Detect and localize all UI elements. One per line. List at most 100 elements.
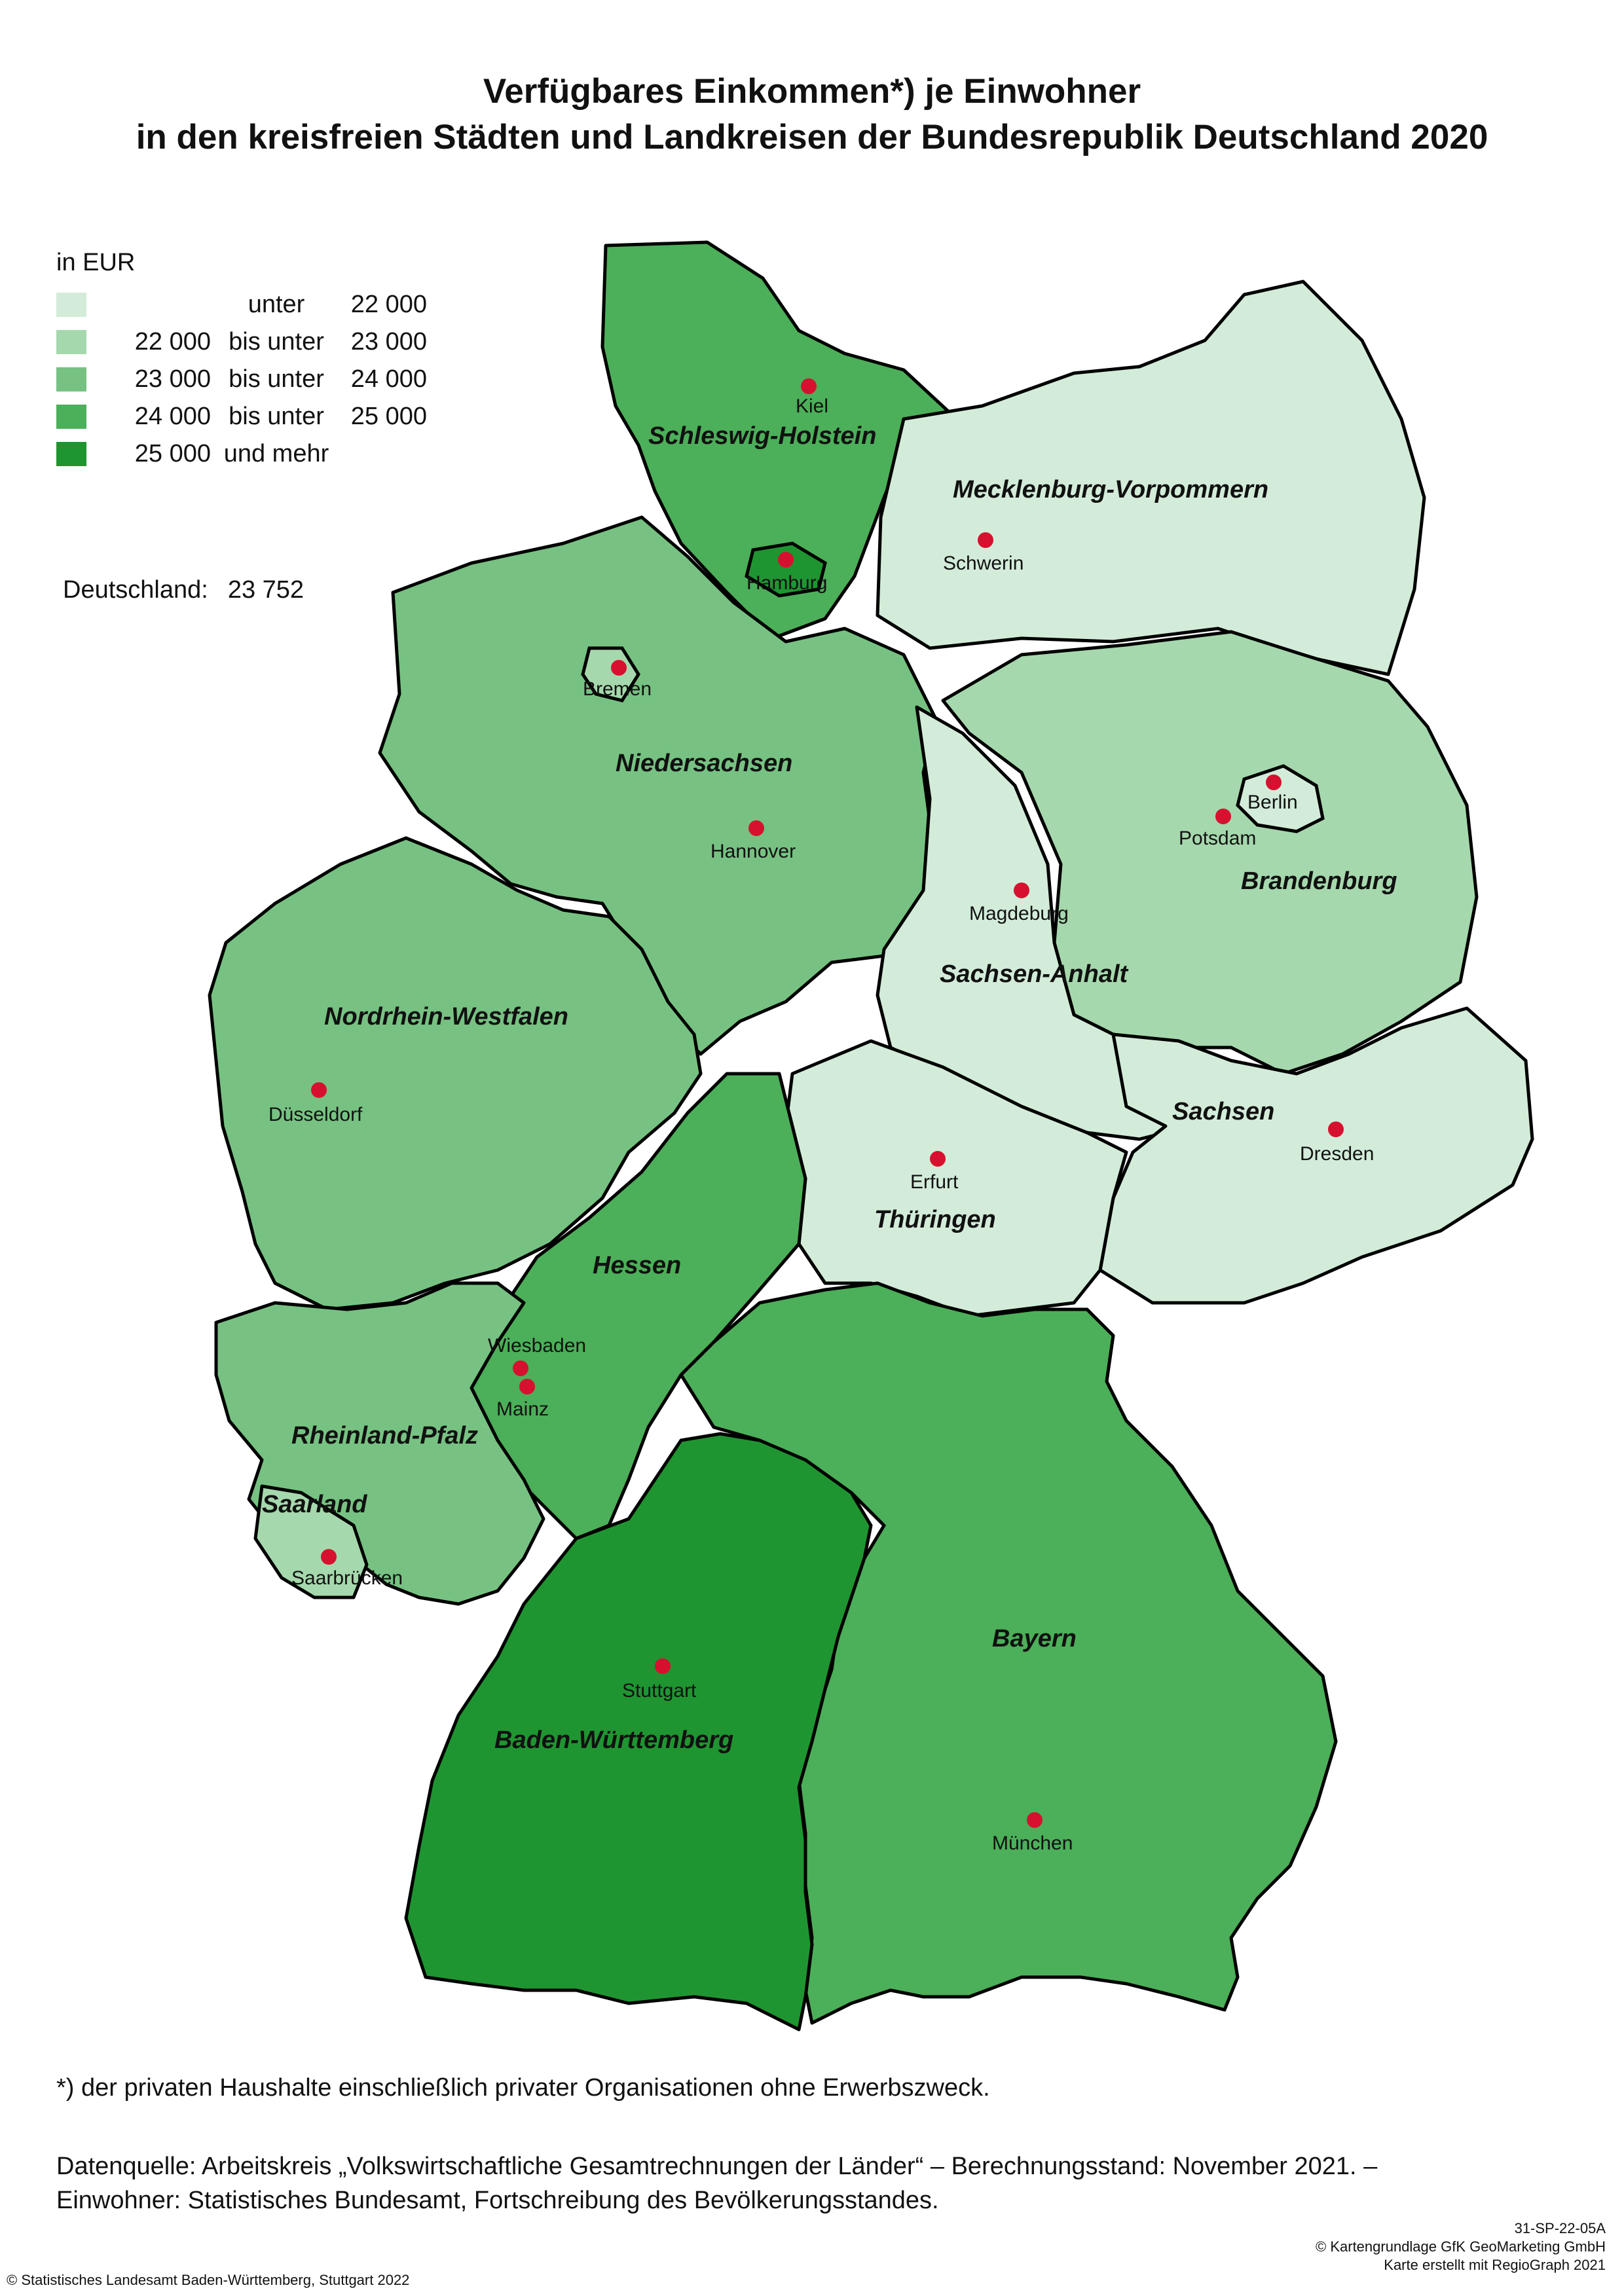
state-region-schleswig-holstein <box>600 240 951 640</box>
city-dot <box>930 1151 946 1167</box>
legend-to: 23 000 <box>350 328 427 355</box>
city-dot <box>1328 1121 1344 1137</box>
city-dot <box>513 1360 528 1376</box>
legend-swatch <box>56 367 86 392</box>
city-label: Kiel <box>796 395 828 417</box>
state-region-niedersachsen <box>378 515 938 1056</box>
legend-connector: bis unter <box>229 328 324 355</box>
city-label: Dresden <box>1300 1143 1374 1165</box>
city-dusseldorf[interactable]: Düsseldorf <box>268 1082 363 1125</box>
city-dot <box>978 532 993 548</box>
state-label: Nordrhein-Westfalen <box>324 1003 568 1030</box>
legend-row: 25 000 und mehr <box>56 435 427 473</box>
city-munchen[interactable]: München <box>992 1812 1073 1854</box>
footnote: *) der privaten Haushalte einschließlich… <box>56 2074 990 2102</box>
city-label: Düsseldorf <box>268 1104 363 1125</box>
city-potsdam[interactable]: Potsdam <box>1179 809 1256 849</box>
copyright-publisher: © Statistisches Landesamt Baden-Württemb… <box>7 2272 410 2288</box>
city-magdeburg[interactable]: Magdeburg <box>969 883 1069 924</box>
berlin-region-outline <box>1236 764 1325 833</box>
legend-to: 24 000 <box>350 365 427 393</box>
state-label: Schleswig-Holstein <box>648 422 876 450</box>
legend-from: 25 000 <box>134 440 211 467</box>
city-berlin[interactable]: Berlin <box>1247 774 1298 813</box>
city-mainz[interactable]: Mainz <box>496 1379 549 1420</box>
city-kiel[interactable]: Kiel <box>796 378 828 417</box>
legend-to: 25 000 <box>350 403 427 430</box>
city-dot <box>801 378 817 394</box>
legend-connector: bis unter <box>229 403 324 430</box>
city-label: Bremen <box>583 678 652 700</box>
state-region-saarland <box>253 1484 369 1599</box>
national-average: Deutschland: 23 752 <box>63 576 304 604</box>
state-label: Rheinland-Pfalz <box>291 1422 478 1449</box>
legend-connector: unter <box>248 291 305 318</box>
city-dot <box>1027 1812 1043 1828</box>
legend-connector: und mehr <box>223 440 329 467</box>
hamburg-region-outline <box>745 541 827 598</box>
city-dot <box>311 1082 327 1098</box>
state-region-mecklenburg-vorpommern <box>876 280 1426 676</box>
city-label: Magdeburg <box>969 903 1069 924</box>
national-label: Deutschland: <box>63 576 208 604</box>
software-credit: Karte erstellt mit RegioGraph 2021 <box>1384 2257 1606 2273</box>
city-label: Hannover <box>710 841 796 862</box>
city-schwerin[interactable]: Schwerin <box>943 532 1024 574</box>
state-label: Mecklenburg-Vorpommern <box>953 476 1268 503</box>
city-saarbrucken[interactable]: Saarbrücken <box>291 1549 403 1589</box>
city-hannover[interactable]: Hannover <box>710 820 796 862</box>
city-wiesbaden[interactable]: Wiesbaden <box>488 1335 586 1376</box>
city-label: Potsdam <box>1179 828 1256 849</box>
city-dot <box>655 1658 671 1674</box>
state-label: Brandenburg <box>1241 867 1397 895</box>
legend-from: 22 000 <box>134 328 211 355</box>
city-dot <box>1014 883 1029 898</box>
state-label: Bayern <box>992 1625 1077 1652</box>
legend-from: 24 000 <box>134 403 211 430</box>
city-dot <box>778 552 794 568</box>
city-dresden[interactable]: Dresden <box>1300 1121 1374 1165</box>
state-region-bayern <box>679 1281 1338 2025</box>
state-regions <box>208 240 1534 2032</box>
city-label: Hamburg <box>747 572 827 594</box>
state-label: Sachsen <box>1172 1098 1274 1125</box>
title-line-2: in den kreisfreien Städten und Landkreis… <box>136 118 1488 156</box>
city-label: Saarbrücken <box>291 1567 403 1589</box>
source-line-2: Einwohner: Statistisches Bundesamt, Fort… <box>56 2187 939 2214</box>
city-label: Erfurt <box>910 1171 959 1193</box>
basemap-credit: © Kartengrundlage GfK GeoMarketing GmbH <box>1316 2238 1606 2255</box>
city-dot <box>748 820 764 836</box>
map-code: 31-SP-22-05A <box>1514 2220 1606 2236</box>
city-dot <box>1215 809 1231 824</box>
state-label: Sachsen-Anhalt <box>940 960 1129 988</box>
state-region-sachsen <box>1098 1006 1534 1305</box>
state-region-nordrhein-westfalen <box>208 836 703 1311</box>
source-line-1: Datenquelle: Arbeitskreis „Volkswirtscha… <box>56 2153 1378 2180</box>
legend-unit: in EUR <box>56 249 136 276</box>
city-label: München <box>992 1832 1073 1854</box>
state-region-brandenburg <box>941 630 1479 1076</box>
city-ring-borders <box>581 541 1325 833</box>
state-region-baden-wurttemberg <box>404 1432 873 2032</box>
legend-swatch <box>56 330 86 354</box>
city-label: Mainz <box>496 1398 549 1420</box>
city-label: Berlin <box>1247 792 1298 813</box>
legend-to: 22 000 <box>350 291 427 318</box>
copyright-credits: 31-SP-22-05A © Kartengrundlage GfK GeoMa… <box>1316 2219 1606 2274</box>
city-stuttgart[interactable]: Stuttgart <box>622 1658 697 1702</box>
legend-swatch <box>56 293 86 317</box>
city-dot <box>519 1379 535 1394</box>
state-label: Baden-Württemberg <box>494 1726 733 1754</box>
title-line-1: Verfügbares Einkommen*) je Einwohner <box>483 72 1141 111</box>
city-bremen[interactable]: Bremen <box>583 660 652 700</box>
state-label: Saarland <box>262 1491 367 1518</box>
state-label: Niedersachsen <box>616 750 792 777</box>
city-erfurt[interactable]: Erfurt <box>910 1151 959 1193</box>
legend-row: unter 22 000 <box>56 286 427 323</box>
city-hamburg[interactable]: Hamburg <box>747 552 827 594</box>
legend-swatch <box>56 405 86 429</box>
city-label: Schwerin <box>943 553 1024 574</box>
legend-connector: bis unter <box>229 365 324 393</box>
national-value: 23 752 <box>227 576 304 604</box>
